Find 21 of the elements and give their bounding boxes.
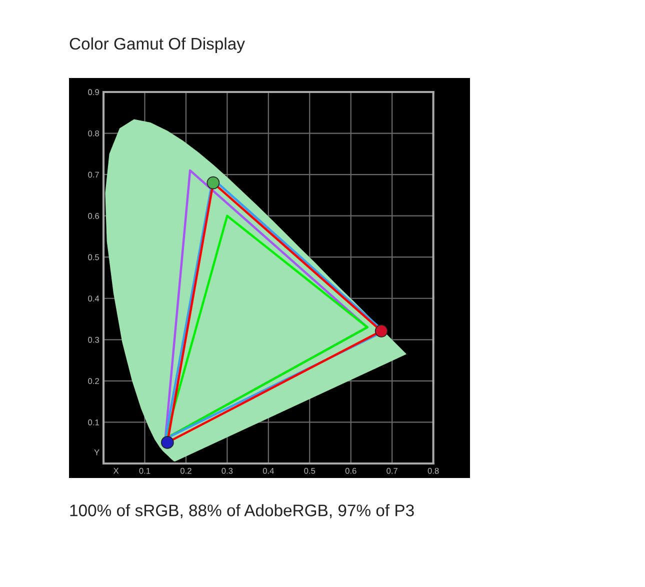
x-tick-label: 0.1	[139, 468, 150, 474]
x-tick-label: 0.3	[222, 468, 233, 474]
y-tick-label: 0.3	[88, 336, 99, 343]
text: 100% of sRGB, 88% of AdobeRGB, 97% of P3	[70, 504, 414, 518]
y-tick-label: 0.8	[88, 130, 99, 136]
x-tick-label: 0.8	[428, 468, 439, 474]
y-tick-label: 0.4	[88, 296, 100, 302]
y-tick-label: 0.7	[88, 172, 99, 178]
y-tick-label: 0.2	[88, 378, 99, 384]
x-tick-label: 0.5	[304, 468, 316, 474]
y-tick-label: 0.6	[88, 213, 99, 219]
y-tick-label: 0.5	[88, 254, 100, 260]
chart-title: Color Gamut Of Display	[70, 37, 245, 53]
x-axis-title: X	[113, 468, 119, 474]
x-tick-label: 0.6	[345, 468, 356, 474]
y-tick-label: 0.9	[88, 89, 99, 96]
x-tick-label: 0.2	[180, 468, 192, 474]
y-tick-label: 0.1	[88, 419, 99, 426]
x-tick-label: 0.4	[262, 468, 274, 474]
x-tick-label: 0.7	[386, 468, 398, 474]
y-axis-title: Y	[94, 450, 100, 456]
